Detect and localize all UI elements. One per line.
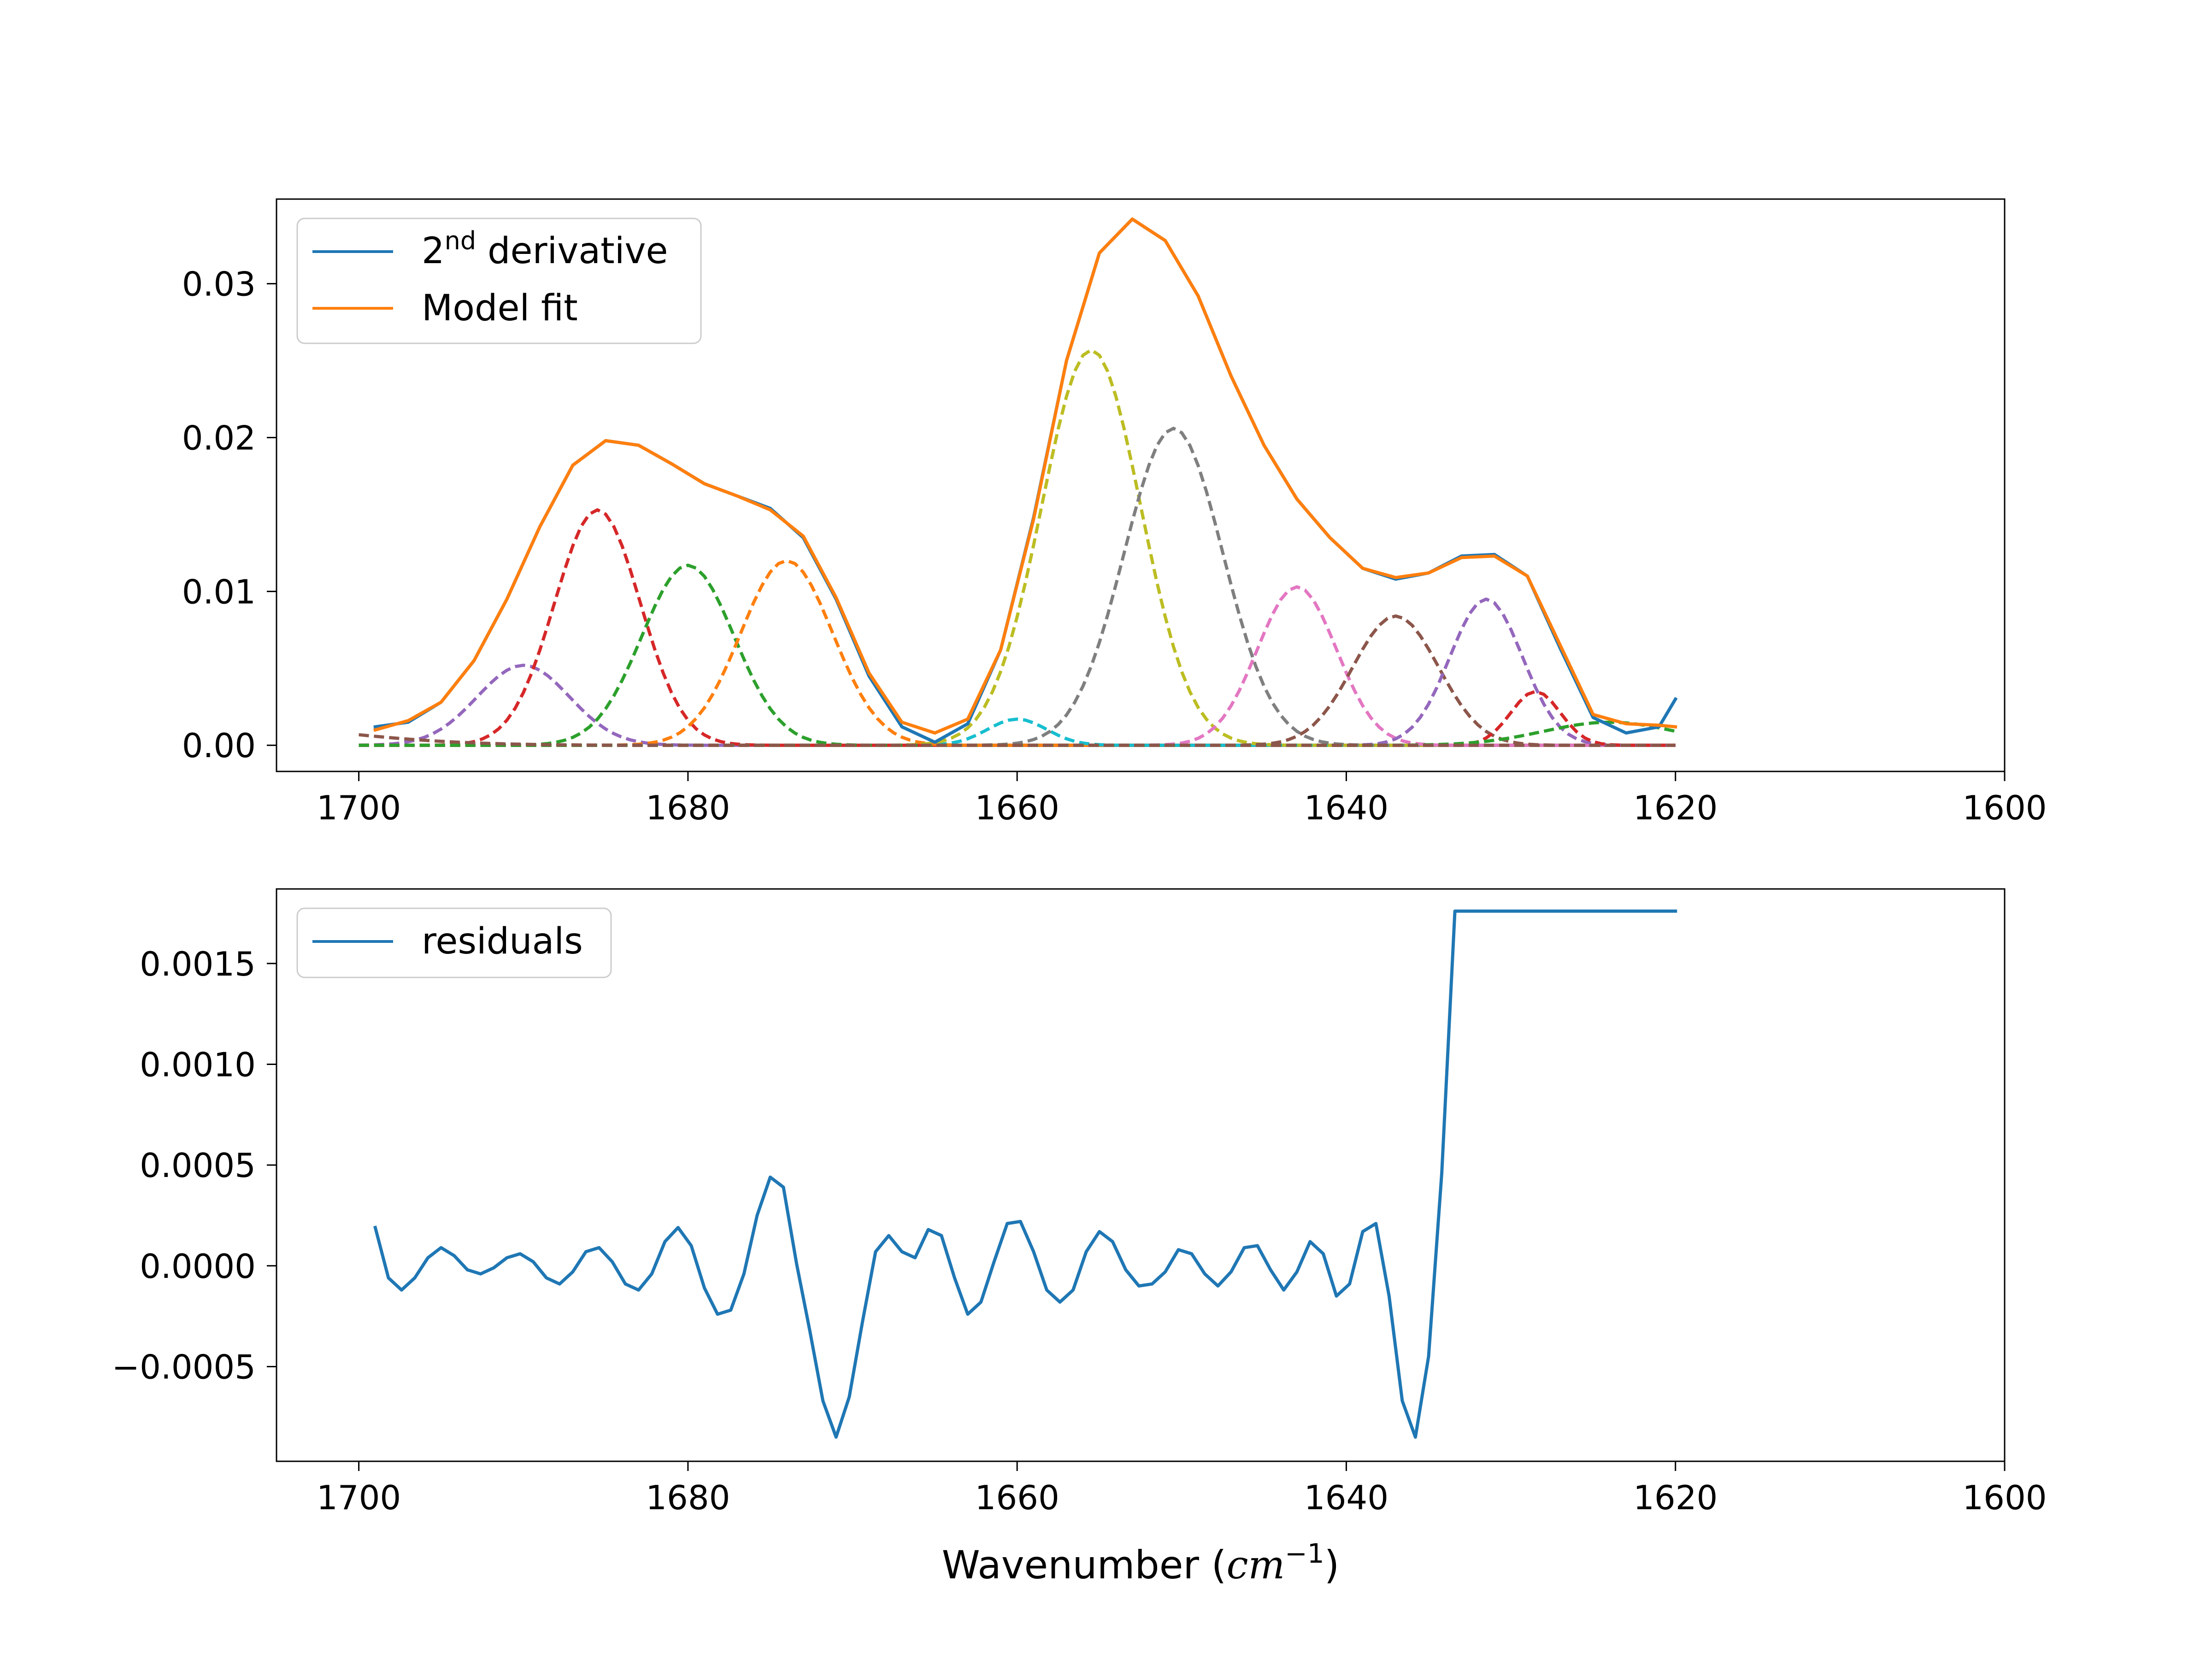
x-tick-label: 1620 [1633,788,1718,827]
x-tick-label: 1680 [646,1478,730,1517]
x-tick-label: 1700 [317,1478,401,1517]
y-tick-label: 0.0015 [140,945,256,983]
x-axis-title-close: ) [1324,1542,1340,1588]
legend-frame-bottom [296,907,612,978]
plot-frame-top [276,198,2006,772]
legend-label-derivative-rest: derivative [476,230,668,272]
component-curve-2 [359,508,1676,747]
x-tick-label: 1640 [1304,788,1388,827]
component-curve-13 [359,733,1676,747]
x-axis-title: Wavenumber (cm−1) [942,1538,1340,1588]
legend-label-derivative-sup: nd [445,226,477,255]
x-tick-label: 1660 [975,788,1059,827]
y-tick-label: 0.0000 [140,1247,256,1286]
plot-frame-bottom [276,888,2006,1462]
residuals-panel: 1700 1680 1660 1640 1620 1600 −0.0005 0.0000 0.… [112,888,2047,1588]
x-tick-label: 1700 [317,788,401,827]
component-curves [359,348,1676,747]
series-line-residuals [373,909,1677,1439]
legend-label-model-fit: Model fit [422,288,578,329]
legend-top: 2nd derivative Model fit [296,218,702,344]
data-series-bottom [373,909,1677,1439]
legend-label-derivative: 2nd derivative [422,226,668,272]
x-tick-label: 1680 [646,788,730,827]
y-tick-label: 0.02 [182,419,256,458]
y-tick-label: −0.0005 [112,1347,256,1386]
x-tick-label: 1600 [1962,1478,2047,1517]
x-axis-title-base: Wavenumber ( [942,1542,1227,1588]
series-line-model-fit [373,217,1677,735]
x-tick-label: 1640 [1304,1478,1388,1517]
x-axis-title-math: cm [1226,1542,1285,1588]
y-tick-label: 0.0010 [140,1045,256,1084]
x-ticks-top: 1700 1680 1660 1640 1620 1600 [317,771,2047,827]
y-tick-label: 0.0005 [140,1146,256,1185]
x-tick-label: 1600 [1962,788,2047,827]
y-tick-label: 0.00 [182,726,256,765]
spectrum-fit-panel: 1700 1680 1660 1640 1620 1600 0.000.010.020.0… [182,198,2047,827]
legend-label-derivative-base: 2 [422,230,445,272]
x-tick-label: 1620 [1633,1478,1718,1517]
legend-frame-top [296,218,702,344]
data-series [373,217,1678,744]
y-ticks-bottom: −0.0005 0.0000 0.0005 0.0010 0.0015 [112,945,276,1386]
y-tick-label: 0.01 [182,572,256,611]
x-tick-label: 1660 [975,1478,1059,1517]
y-tick-label: 0.03 [182,265,256,304]
legend-bottom: residuals [296,907,612,978]
legend-label-residuals: residuals [422,921,583,962]
x-axis-title-sup: −1 [1285,1538,1324,1569]
x-ticks-bottom: 1700 1680 1660 1640 1620 1600 [317,1461,2047,1517]
y-ticks-top: 0.00 0.01 0.02 0.03 [182,265,276,765]
